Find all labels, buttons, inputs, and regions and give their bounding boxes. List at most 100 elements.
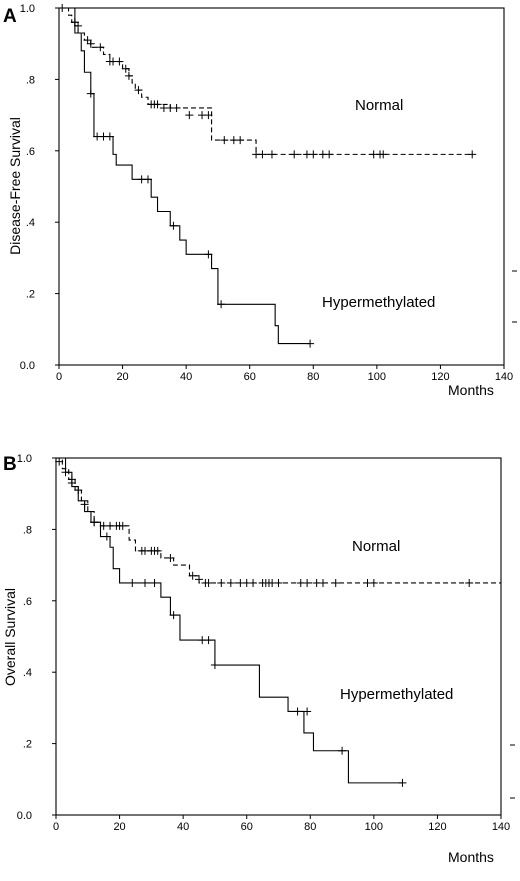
panel-a-y-tick-label: .2 [26,289,35,301]
panel-b-hypermethylated-censor-mark [169,611,178,620]
panel-a-hypermethylated-censor-mark [86,89,95,98]
panel-a-normal-censor-mark [290,150,299,159]
panel-b-normal-censor-mark [274,578,283,587]
panel-b-x-tick-label: 80 [304,821,316,833]
panel-b-label: B [3,454,17,475]
panel-a-x-tick-label: 60 [244,371,256,383]
panel-a-normal-censor-mark [309,150,318,159]
panel-b-y-tick-label: 0.0 [17,810,32,822]
panel-a-normal-censor-mark [267,150,276,159]
panel-b-hypermethylated-censor-mark [338,746,347,755]
panel-b-x-tick-label: 20 [113,821,125,833]
panel-a-y-tick-label: 1.0 [20,3,35,15]
panel-b-x-tick-label: 100 [365,821,383,833]
panel-a-normal-curve [59,7,473,155]
panel-a-x-tick-label: 40 [180,371,192,383]
panel-b-normal-censor-mark [118,521,127,530]
panel-b-y-tick-label: .4 [23,667,32,679]
panel-a-x-tick-label: 100 [368,371,386,383]
panel-b-normal-censor-mark [217,578,226,587]
panel-a-x-tick-label: 120 [431,371,449,383]
panel-b-normal-censor-mark [195,575,204,584]
panel-b: B Overall Survival Months Normal Hyperme… [2,453,515,865]
panel-b-x-tick-label: 120 [428,821,446,833]
panel-a-y-tick-label: .4 [26,217,35,229]
panel-a-normal-censor-mark [204,111,213,120]
panel-b-normal-censor-mark [331,578,340,587]
panel-b-plot-frame [55,457,502,816]
panel-a-normal-censor-mark [236,136,245,145]
panel-b-x-axis-title: Months [448,849,494,865]
panel-b-normal-censor-mark [249,578,258,587]
panel-a-hypermethylated-censor-mark [169,221,178,230]
panel-b-x-tick-label: 0 [53,821,59,833]
panel-b-hypermethylated-censor-mark [210,661,219,670]
panel-b-hypermethylated-censor-mark [303,707,312,716]
panel-a-hypermethylated-censor-mark [204,250,213,259]
panel-a-normal-censor-mark [124,71,133,80]
panel-a-normal-censor-mark [185,111,194,120]
panel-b-normal-censor-mark [55,457,64,466]
panel-a-normal-censor-mark [153,100,162,109]
panel-a-normal-censor-mark [121,64,130,73]
panel-a-x-tick-label: 0 [56,371,62,383]
panel-a-y-tick-label: .8 [26,74,35,86]
panel-b-normal-censor-mark [166,553,175,562]
panel-a-normal-censor-mark [220,136,229,145]
panel-b-normal-censor-mark [188,571,197,580]
panel-a-y-tick-label: 0.0 [20,360,35,372]
panel-a-x-tick-label: 80 [307,371,319,383]
panel-a-x-tick-label: 140 [495,371,513,383]
panel-b-normal-censor-mark [303,578,312,587]
panel-a-hypermethylated-censor-mark [105,132,114,141]
panel-b-normal-censor-mark [226,578,235,587]
panel-a: A Disease-Free Survival Months Normal Hy… [3,3,517,398]
panel-a-normal-censor-mark [134,86,143,95]
panel-a-hypermethylated-censor-mark [306,339,315,348]
panel-a-label: A [3,6,17,27]
panel-b-x-tick-label: 140 [492,821,510,833]
panel-a-hypermethylated-censor-mark [70,18,79,27]
panel-b-hypermethylated-censor-mark [67,478,76,487]
panel-b-y-tick-label: 1.0 [17,453,32,465]
panel-a-normal-censor-mark [379,150,388,159]
panel-b-y-tick-label: .6 [23,596,32,608]
panel-a-x-axis-title: Months [448,382,494,398]
panel-a-hypermethylated-curve [59,7,311,345]
panel-a-x-tick-label: 20 [116,371,128,383]
panel-b-hypermethylated-label: Hypermethylated [340,686,453,703]
panel-b-y-tick-label: .8 [23,524,32,536]
panel-b-hypermethylated-censor-mark [293,707,302,716]
panel-b-hypermethylated-censor-mark [128,578,137,587]
panel-b-normal-label: Normal [352,538,400,555]
panel-a-normal-censor-mark [86,39,95,48]
panel-b-normal-censor-mark [465,578,474,587]
panel-b-normal-censor-mark [153,546,162,555]
panel-a-y-tick-label: .6 [26,146,35,158]
panel-a-hypermethylated-censor-mark [217,300,226,309]
panel-b-hypermethylated-curve [56,457,403,784]
panel-b-x-tick-label: 40 [177,821,189,833]
panel-b-hypermethylated-censor-mark [398,778,407,787]
panel-a-normal-censor-mark [115,57,124,66]
panel-b-hypermethylated-censor-mark [102,532,111,541]
panel-a-normal-censor-mark [325,150,334,159]
panel-b-normal-censor-mark [204,578,213,587]
panel-a-normal-censor-mark [468,150,477,159]
panel-a-normal-censor-mark [172,103,181,112]
panel-a-normal-label: Normal [355,97,403,114]
panel-a-normal-censor-mark [96,43,105,52]
panel-a-y-axis-title: Disease-Free Survival [7,117,23,255]
panel-b-hypermethylated-censor-mark [141,578,149,587]
panel-b-hypermethylated-censor-mark [90,518,99,527]
panel-b-normal-curve [56,457,501,584]
panel-b-normal-censor-mark [319,578,327,587]
panel-a-normal-censor-mark [83,36,92,45]
panel-b-hypermethylated-censor-mark [204,636,213,645]
panel-a-normal-censor-mark [258,150,267,159]
panel-b-normal-censor-mark [369,578,378,587]
panel-a-hypermethylated-censor-mark [144,175,152,184]
panel-b-hypermethylated-censor-mark [150,578,159,587]
